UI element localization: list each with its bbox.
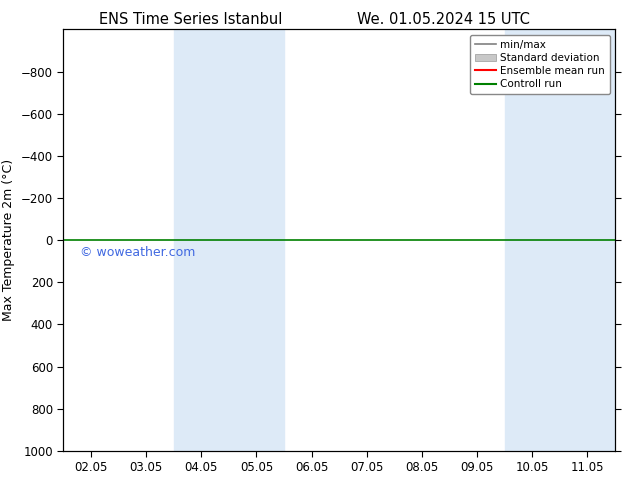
Bar [174, 29, 284, 451]
Legend: min/max, Standard deviation, Ensemble mean run, Controll run: min/max, Standard deviation, Ensemble me… [470, 35, 610, 95]
Y-axis label: Max Temperature 2m (°C): Max Temperature 2m (°C) [3, 159, 15, 321]
Text: © woweather.com: © woweather.com [80, 246, 195, 259]
Text: ENS Time Series Istanbul: ENS Time Series Istanbul [98, 12, 282, 27]
Text: We. 01.05.2024 15 UTC: We. 01.05.2024 15 UTC [358, 12, 530, 27]
Bar [505, 29, 615, 451]
